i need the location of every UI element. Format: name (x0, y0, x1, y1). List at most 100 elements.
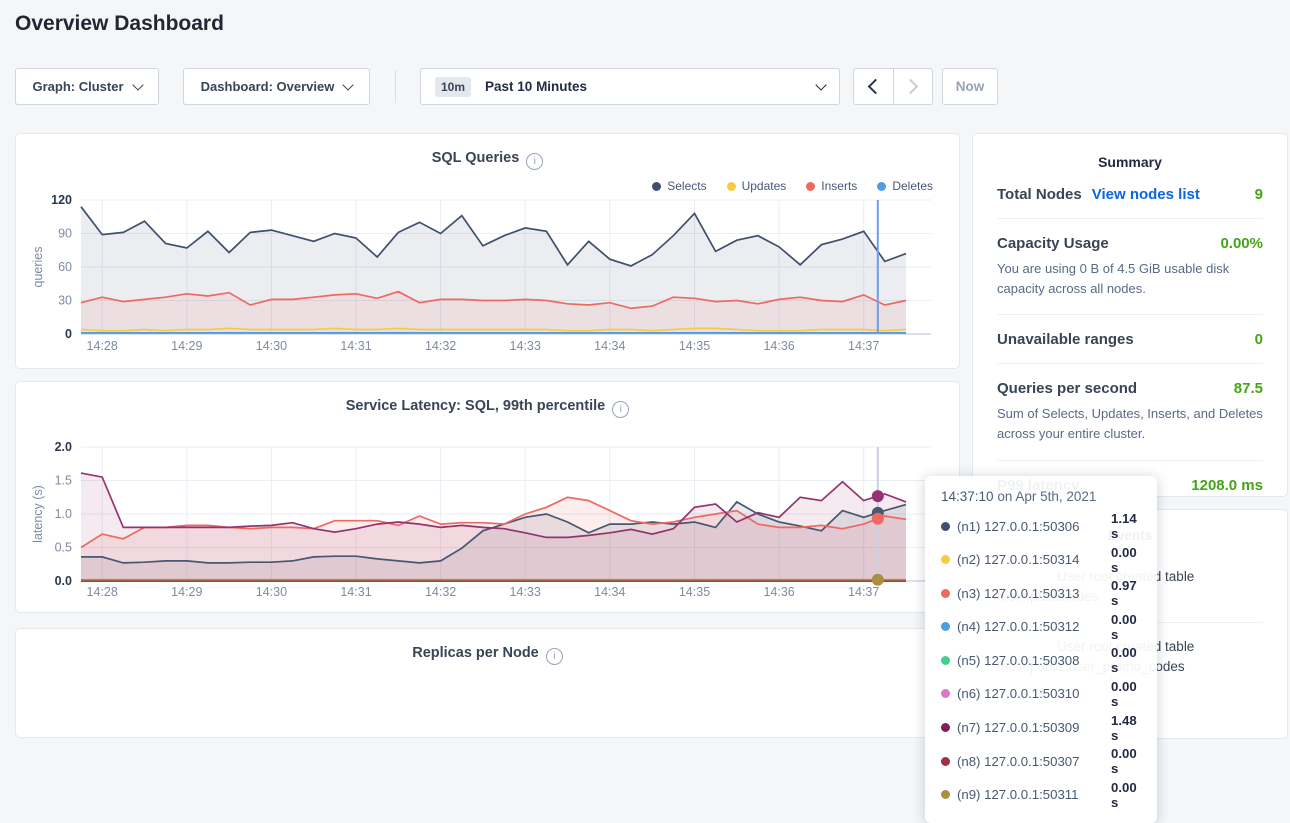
qps-value: 87.5 (1233, 380, 1263, 398)
node-address: (n5) 127.0.0.1:50308 (957, 652, 1080, 668)
capacity-usage-value: 0.00% (1220, 235, 1263, 252)
summary-row-capacity: Capacity Usage 0.00% You are using 0 B o… (997, 219, 1263, 316)
svg-text:14:30: 14:30 (256, 585, 287, 599)
toolbar-divider (395, 70, 396, 103)
svg-text:14:31: 14:31 (340, 339, 371, 353)
total-nodes-label: Total Nodes (997, 186, 1082, 203)
svg-text:14:34: 14:34 (594, 585, 625, 599)
capacity-usage-description: You are using 0 B of 4.5 GiB usable disk… (997, 261, 1230, 297)
summary-panel: Summary Total Nodes View nodes list 9 Ca… (972, 133, 1288, 497)
summary-row-total-nodes: Total Nodes View nodes list 9 (997, 170, 1263, 219)
node-latency-value: 0.00 s (1111, 678, 1137, 709)
dashboard-dropdown[interactable]: Dashboard: Overview (183, 68, 370, 105)
svg-text:60: 60 (58, 260, 72, 274)
view-nodes-list-link[interactable]: View nodes list (1091, 186, 1200, 203)
prev-time-button[interactable] (854, 69, 893, 104)
qps-description: Sum of Selects, Updates, Inserts, and De… (997, 406, 1263, 442)
svg-text:14:33: 14:33 (510, 339, 541, 353)
svg-text:14:34: 14:34 (594, 339, 625, 353)
node-address: (n7) 127.0.0.1:50309 (957, 720, 1080, 736)
replicas-per-node-title: Replicas per Node i (16, 645, 959, 665)
svg-text:14:37: 14:37 (848, 585, 879, 599)
tooltip-node-row: (n8) 127.0.0.1:50307 0.00 s (941, 746, 1141, 776)
info-icon[interactable]: i (526, 153, 544, 170)
tooltip-node-row: (n5) 127.0.0.1:50308 0.00 s (941, 645, 1141, 675)
node-latency-value: 0.00 s (1111, 645, 1137, 676)
node-color-dot (941, 622, 950, 632)
service-latency-chart[interactable]: 14:28 14:29 14:30 14:31 14:32 14:33 14:34 14:35… (28, 431, 953, 603)
svg-text:14:29: 14:29 (171, 339, 202, 353)
tooltip-node-row: (n6) 127.0.0.1:50310 0.00 s (941, 679, 1141, 709)
svg-text:14:29: 14:29 (171, 585, 202, 599)
node-color-dot (941, 723, 950, 733)
svg-text:14:31: 14:31 (340, 585, 371, 599)
tooltip-timestamp: 14:37:10 on Apr 5th, 2021 (941, 489, 1097, 504)
legend-dot (652, 181, 662, 191)
legend-item-selects[interactable]: Selects (652, 179, 707, 193)
svg-text:0: 0 (65, 327, 72, 341)
legend-item-inserts[interactable]: Inserts (806, 179, 857, 193)
time-range-dropdown[interactable]: 10m Past 10 Minutes (420, 68, 840, 105)
next-time-button[interactable] (892, 69, 933, 104)
svg-text:0.5: 0.5 (55, 541, 72, 555)
tooltip-node-row: (n4) 127.0.0.1:50312 0.00 s (941, 612, 1141, 642)
chevron-down-icon (815, 78, 827, 91)
legend-dot (726, 181, 736, 191)
total-nodes-value: 9 (1254, 186, 1263, 203)
summary-row-unavailable-ranges: Unavailable ranges 0 (997, 315, 1263, 365)
chevron-down-icon (131, 78, 144, 91)
chevron-left-icon (867, 78, 884, 95)
svg-text:14:28: 14:28 (87, 585, 118, 599)
legend-item-deletes[interactable]: Deletes (877, 179, 933, 193)
p99-latency-value: 1208.0 ms (1191, 476, 1263, 494)
svg-text:14:36: 14:36 (763, 585, 794, 599)
svg-text:14:33: 14:33 (510, 585, 541, 599)
tooltip-node-row: (n9) 127.0.0.1:50311 0.00 s (941, 780, 1141, 810)
service-latency-panel: Service Latency: SQL, 99th percentile i 1… (15, 381, 960, 613)
time-range-label: Past 10 Minutes (485, 79, 588, 94)
node-color-dot (941, 555, 950, 565)
summary-row-qps: Queries per second 87.5 Sum of Selects, … (997, 364, 1263, 461)
unavailable-ranges-label: Unavailable ranges (997, 331, 1134, 349)
svg-text:latency (s): latency (s) (31, 485, 45, 543)
legend-item-updates[interactable]: Updates (726, 179, 786, 193)
svg-text:14:37: 14:37 (848, 339, 879, 353)
svg-text:30: 30 (58, 294, 72, 308)
chevron-down-icon (342, 78, 354, 91)
node-latency-value: 0.00 s (1111, 611, 1137, 642)
svg-text:1.0: 1.0 (55, 507, 72, 521)
svg-text:14:36: 14:36 (763, 339, 794, 353)
capacity-usage-label: Capacity Usage (997, 235, 1109, 252)
svg-text:14:28: 14:28 (87, 339, 118, 353)
sql-queries-chart[interactable]: 14:28 14:29 14:30 14:31 14:32 14:33 14:34 14:35… (28, 190, 953, 362)
now-button[interactable]: Now (942, 68, 998, 105)
node-address: (n2) 127.0.0.1:50314 (957, 552, 1080, 568)
time-step-group (853, 68, 933, 105)
dashboard-dropdown-label: Dashboard: Overview (200, 79, 335, 94)
info-icon[interactable]: i (545, 648, 563, 665)
node-latency-value: 0.00 s (1111, 746, 1137, 777)
node-color-dot (941, 756, 950, 766)
legend-dot (877, 181, 887, 191)
node-latency-value: 1.14 s (1111, 511, 1137, 541)
graph-scope-dropdown[interactable]: Graph: Cluster (15, 68, 159, 105)
svg-text:0.0: 0.0 (55, 574, 72, 588)
svg-text:14:30: 14:30 (256, 339, 287, 353)
sql-queries-title: SQL Queries i (16, 150, 959, 170)
node-latency-value: 0.97 s (1111, 578, 1137, 609)
legend-dot (806, 181, 816, 191)
replicas-per-node-panel: Replicas per Node i (15, 628, 960, 738)
info-icon[interactable]: i (612, 401, 630, 418)
svg-text:14:32: 14:32 (425, 585, 456, 599)
service-latency-title: Service Latency: SQL, 99th percentile i (16, 398, 959, 418)
now-button-label: Now (955, 79, 985, 94)
svg-text:14:35: 14:35 (679, 339, 710, 353)
chart-hover-tooltip: 14:37:10 on Apr 5th, 2021 (n1) 127.0.0.1… (925, 476, 1157, 823)
svg-text:14:35: 14:35 (679, 585, 710, 599)
node-color-dot (941, 521, 950, 531)
svg-text:2.0: 2.0 (55, 440, 72, 454)
node-latency-value: 0.00 s (1111, 779, 1137, 810)
node-address: (n9) 127.0.0.1:50311 (957, 787, 1079, 803)
svg-text:1.5: 1.5 (55, 474, 72, 488)
svg-text:14:32: 14:32 (425, 339, 456, 353)
